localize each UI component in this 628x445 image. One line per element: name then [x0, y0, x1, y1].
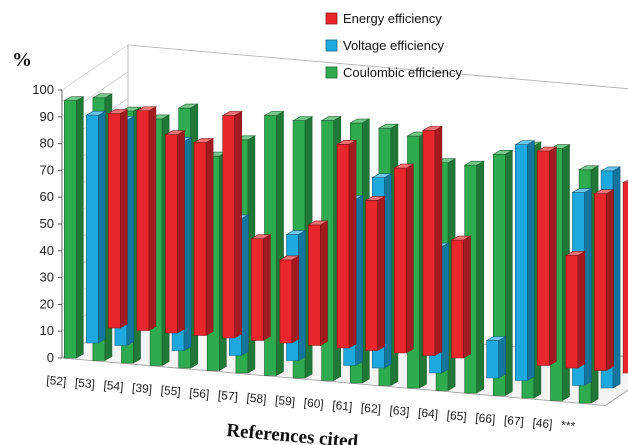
x-tick-label: [64]: [418, 406, 439, 422]
bar-energy-efficiency: [250, 234, 272, 342]
bar-energy-efficiency: [421, 125, 444, 357]
bar-coulombic-efficiency: [492, 149, 514, 397]
bar-voltage-efficiency: [485, 335, 507, 379]
bar-energy-efficiency: [335, 139, 358, 349]
bar-energy-efficiency: [364, 195, 386, 352]
bar-energy-efficiency: [564, 250, 587, 369]
legend-swatch: [325, 66, 338, 79]
y-tick-label: 100: [32, 82, 54, 97]
x-tick-label: [65]: [446, 408, 467, 424]
x-tick-label: [52]: [46, 373, 67, 389]
bar-energy-efficiency: [307, 220, 329, 347]
bar-energy-efficiency: [164, 130, 186, 334]
legend-label: Coulombic efficiency: [343, 65, 462, 80]
x-tick-label: [62]: [360, 401, 381, 417]
legend-item: Energy efficiency: [325, 11, 442, 26]
y-axis-label: %: [12, 49, 32, 71]
y-tick-label: 30: [40, 270, 54, 285]
x-axis-ticks: [52] [53] [54] [39] [55] [56] [57] [58] [59] [60]…: [46, 373, 576, 433]
x-tick-label: [60]: [303, 396, 324, 412]
bar-energy-efficiency: [536, 146, 558, 367]
bar-energy-efficiency: [107, 109, 129, 329]
bar-energy-efficiency: [621, 179, 628, 374]
legend-label: Energy efficiency: [343, 11, 442, 26]
x-tick-label: [59]: [275, 393, 296, 409]
x-tick-label: [57]: [217, 388, 238, 404]
x-tick-label: [58]: [246, 391, 267, 407]
x-tick-label: [53]: [74, 376, 95, 392]
y-tick-label: 90: [40, 109, 54, 124]
x-tick-label: [61]: [332, 398, 353, 414]
y-tick-label: 40: [40, 243, 54, 258]
bar-energy-efficiency: [221, 111, 243, 339]
legend: Energy efficiency Voltage efficiency Coulo…: [325, 11, 462, 80]
bar-energy-efficiency: [450, 235, 472, 359]
y-tick-label: 70: [40, 162, 54, 177]
y-tick-label: 10: [40, 323, 54, 338]
x-tick-label: [54]: [103, 378, 124, 394]
bar-coulombic-efficiency: [63, 96, 85, 359]
legend-swatch: [325, 39, 338, 52]
x-tick-label: [39]: [132, 381, 153, 397]
x-tick-label: ***: [561, 418, 577, 433]
y-gridline: [61, 44, 129, 91]
legend-item: Coulombic efficiency: [325, 65, 462, 80]
bar-energy-efficiency: [393, 163, 415, 354]
y-tick-label: 0: [47, 350, 54, 365]
legend-item: Voltage efficiency: [325, 38, 444, 53]
x-tick-label: [56]: [189, 386, 210, 402]
x-tick-label: [66]: [475, 411, 496, 427]
y-tick-label: 60: [40, 189, 54, 204]
x-axis-label: References cited: [226, 420, 360, 445]
legend-swatch: [325, 12, 338, 25]
bar-voltage-efficiency: [85, 110, 107, 344]
legend-label: Voltage efficiency: [343, 38, 444, 53]
bar-energy-efficiency: [593, 189, 615, 372]
bar-energy-efficiency: [192, 138, 215, 337]
x-tick-label: [55]: [160, 383, 181, 399]
x-tick-label: [67]: [503, 413, 524, 429]
bar-voltage-efficiency: [514, 140, 536, 382]
bar-energy-efficiency: [278, 255, 301, 344]
x-tick-label: [46]: [532, 416, 553, 432]
y-tick-label: 20: [40, 296, 54, 311]
bar-energy-efficiency: [135, 106, 158, 332]
x-tick-label: [63]: [389, 403, 410, 419]
y-tick-label: 50: [40, 216, 54, 231]
y-tick-label: 80: [40, 136, 54, 151]
bars: [63, 93, 628, 404]
